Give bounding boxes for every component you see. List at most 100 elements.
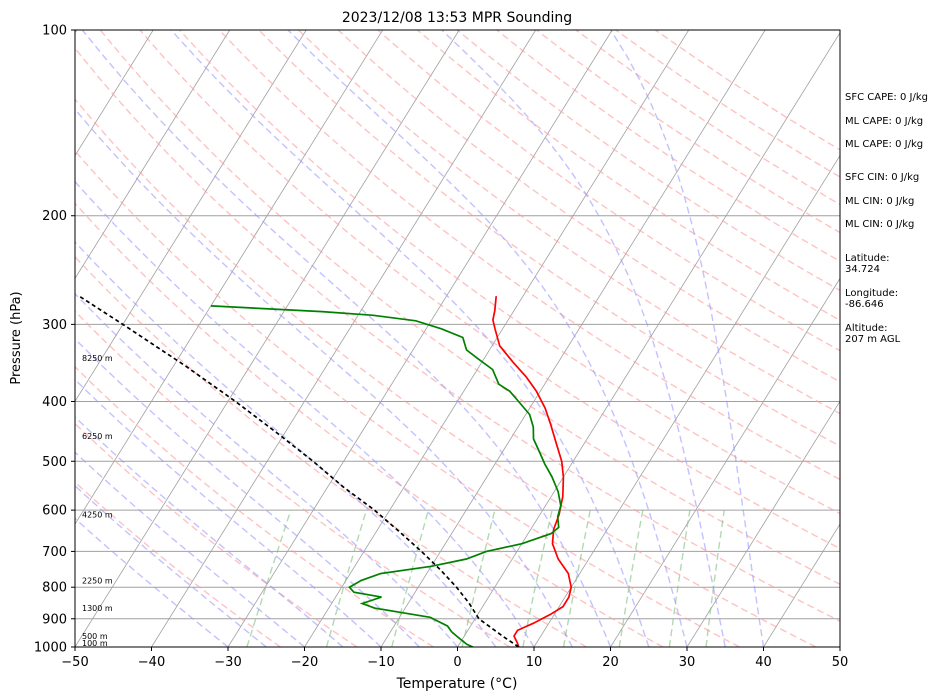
moist-adiabat-line: [170, 30, 650, 647]
height-label: 1300 m: [82, 604, 113, 613]
dry-adiabat-line: [218, 30, 840, 481]
y-tick-label: 700: [42, 545, 67, 560]
y-tick-label: 1000: [34, 641, 67, 656]
mixing-ratio-line: [522, 509, 553, 647]
isotherm-line: [75, 30, 231, 280]
dry-adiabat-line: [139, 30, 840, 550]
mixing-ratio-line: [246, 509, 292, 647]
data-lines: [78, 295, 573, 647]
altitude-value: 207 m AGL: [845, 334, 901, 345]
y-tick-label: 800: [42, 581, 67, 596]
isotherm-line: [75, 30, 384, 525]
x-tick-label: −40: [138, 655, 165, 670]
isotherm-line: [380, 30, 766, 647]
altitude-label: Altitude:: [845, 323, 888, 334]
mixing-ratio-line: [562, 509, 591, 647]
background-lines: [75, 30, 840, 647]
mixing-ratio-line: [391, 509, 429, 647]
chart-title: 2023/12/08 13:53 MPR Sounding: [342, 10, 572, 26]
dry-adiabat-line: [75, 255, 587, 647]
height-label: 100 m: [82, 639, 108, 648]
x-axis-label: Temperature (°C): [396, 676, 518, 692]
isotherm-line: [227, 30, 613, 647]
height-label: 6250 m: [82, 432, 113, 441]
ml-cape-text-2: ML CAPE: 0 J/kg: [845, 139, 924, 150]
dry-adiabat-line: [75, 310, 511, 647]
moist-adiabat-line: [75, 241, 497, 647]
moist-adiabat-line: [75, 484, 267, 647]
y-tick-label: 500: [42, 455, 67, 470]
isotherm-line: [304, 30, 690, 647]
dry-adiabat-line: [75, 149, 740, 647]
temperature-profile-line: [492, 296, 573, 647]
moist-adiabat-line: [75, 292, 459, 647]
parcel-profile-line: [78, 295, 520, 647]
ml-cape-text: ML CAPE: 0 J/kg: [845, 116, 924, 127]
dry-adiabat-line: [75, 47, 840, 622]
isotherm-line: [457, 31, 840, 647]
isotherm-line: [610, 277, 840, 647]
dry-adiabat-line: [75, 481, 281, 647]
dry-adiabat-line: [75, 422, 358, 647]
x-tick-label: 50: [832, 655, 849, 670]
mixing-ratio-line: [668, 509, 691, 647]
moist-adiabat-line: [610, 30, 765, 647]
isotherm-line: [75, 30, 307, 403]
height-label: 2250 m: [82, 576, 113, 585]
x-tick-label: −10: [367, 655, 394, 670]
moist-adiabat-line: [441, 30, 726, 647]
dry-adiabat-line: [75, 202, 664, 647]
y-tick-label: 200: [42, 209, 67, 224]
x-tick-label: 40: [755, 655, 772, 670]
isotherm-line: [763, 523, 840, 647]
sfc-cape-text: SFC CAPE: 0 J/kg: [845, 92, 928, 103]
x-tick-label: 20: [602, 655, 619, 670]
moist-adiabat-line: [75, 451, 305, 647]
dry-adiabat-line: [75, 365, 434, 647]
y-tick-label: 900: [42, 612, 67, 627]
x-tick-label: −20: [291, 655, 318, 670]
moist-adiabat-line: [75, 416, 344, 647]
x-tick-label: −30: [214, 655, 241, 670]
isotherm-line: [75, 30, 154, 157]
y-tick-label: 300: [42, 318, 67, 333]
y-tick-label: 100: [42, 24, 67, 39]
x-tick-label: 10: [526, 655, 543, 670]
isotherm-line: [686, 400, 840, 647]
height-label: 4250 m: [82, 511, 113, 520]
y-axis-label: Pressure (hPa): [9, 291, 24, 384]
longitude-value: -86.646: [845, 299, 884, 310]
dry-adiabat-line: [75, 98, 817, 647]
latitude-label: Latitude:: [845, 253, 890, 264]
height-label: 8250 m: [82, 354, 113, 363]
y-tick-label: 600: [42, 504, 67, 519]
longitude-label: Longitude:: [845, 288, 899, 299]
ml-cin-text: ML CIN: 0 J/kg: [845, 196, 915, 207]
isotherm-line: [533, 154, 840, 647]
plot-frame: [74, 29, 841, 648]
dry-adiabat-line: [99, 30, 840, 586]
dewpoint-profile-line: [210, 305, 562, 647]
mixing-ratio-line: [461, 509, 496, 647]
moist-adiabat-line: [287, 30, 688, 647]
moist-adiabat-line: [75, 108, 573, 647]
moist-adiabat-line: [75, 378, 382, 647]
moist-adiabat-line: [81, 30, 612, 647]
ml-cin-text-2: ML CIN: 0 J/kg: [845, 219, 915, 230]
latitude-value: 34.724: [845, 264, 880, 275]
x-tick-label: 0: [453, 655, 461, 670]
sfc-cin-text: SFC CIN: 0 J/kg: [845, 172, 920, 183]
dry-adiabat-line: [178, 30, 840, 515]
mixing-ratio-line: [618, 509, 644, 647]
x-tick-label: 30: [679, 655, 696, 670]
isotherm-line: [151, 30, 537, 647]
y-tick-label: 400: [42, 395, 67, 410]
moist-adiabat-line: [75, 517, 229, 647]
mixing-ratio-line: [325, 509, 368, 647]
x-tick-label: −50: [61, 655, 88, 670]
axis-ticks: −50 −40 −30 −20 −10 0 10 20 30 40 50 100 200 300 400 50…: [34, 24, 848, 671]
height-label: 500 m: [82, 632, 108, 641]
mixing-ratio-line: [705, 509, 725, 647]
